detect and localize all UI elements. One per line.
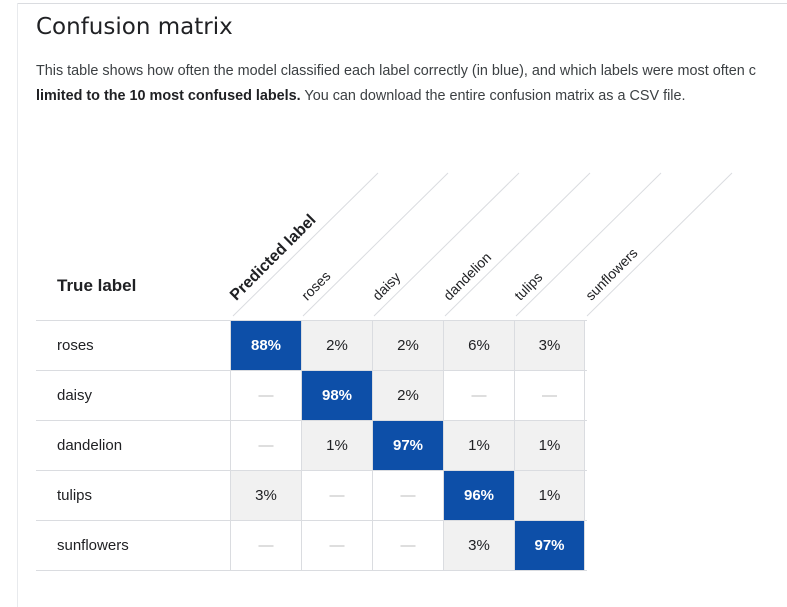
matrix-cell: —: [372, 521, 443, 570]
table-row: daisy — 98% 2% — —: [36, 370, 587, 420]
table-row: dandelion — 1% 97% 1% 1%: [36, 420, 587, 470]
row-label: roses: [57, 337, 94, 354]
matrix-cell: 1%: [514, 421, 585, 470]
diagonal-line: [302, 172, 449, 317]
description-bold: limited to the 10 most confused labels.: [36, 88, 301, 104]
matrix-cell: 2%: [372, 321, 443, 370]
table-row: roses 88% 2% 2% 6% 3%: [36, 320, 587, 370]
table-row: tulips 3% — — 96% 1%: [36, 470, 587, 520]
matrix-cell: 6%: [443, 321, 514, 370]
diagonal-line: [444, 172, 591, 317]
matrix-cell: 2%: [301, 321, 372, 370]
matrix-cell: 96%: [443, 471, 514, 520]
description-line-1: This table shows how often the model cla…: [36, 63, 756, 79]
matrix-cell: —: [514, 371, 585, 420]
description-rest: You can download the entire confusion ma…: [300, 88, 686, 104]
matrix-cell: 88%: [230, 321, 301, 370]
diagonal-line: [373, 172, 520, 317]
matrix-cell: 1%: [514, 471, 585, 520]
matrix-cell: —: [372, 471, 443, 520]
matrix-cell: —: [301, 471, 372, 520]
matrix-cell: 1%: [443, 421, 514, 470]
matrix-cell: 1%: [301, 421, 372, 470]
table-row: sunflowers — — — 3% 97%: [36, 520, 587, 570]
true-label-header: True label: [57, 276, 137, 295]
row-label: daisy: [57, 387, 93, 404]
diagonal-line: [232, 172, 379, 317]
matrix-cell: —: [230, 421, 301, 470]
matrix-cell: —: [443, 371, 514, 420]
description-line-2: limited to the 10 most confused labels. …: [36, 84, 787, 109]
matrix-cell: —: [230, 371, 301, 420]
matrix-cell: —: [301, 521, 372, 570]
matrix-cell: 98%: [301, 371, 372, 420]
row-label: dandelion: [57, 437, 123, 454]
panel-left-border: [17, 3, 18, 607]
diagonal-line: [586, 172, 733, 317]
matrix-cell: 97%: [372, 421, 443, 470]
matrix-cell: 3%: [230, 471, 301, 520]
table-bottom-border: [36, 570, 587, 571]
matrix-cell: 3%: [514, 321, 585, 370]
matrix-cell: 97%: [514, 521, 585, 570]
matrix-cell: 2%: [372, 371, 443, 420]
description: This table shows how often the model cla…: [36, 59, 787, 109]
matrix-cell: —: [230, 521, 301, 570]
diagonal-line: [515, 172, 662, 317]
page-title: Confusion matrix: [36, 14, 233, 40]
row-label: tulips: [57, 487, 93, 504]
row-label: sunflowers: [57, 537, 129, 554]
matrix-cell: 3%: [443, 521, 514, 570]
panel-top-border: [17, 3, 787, 4]
